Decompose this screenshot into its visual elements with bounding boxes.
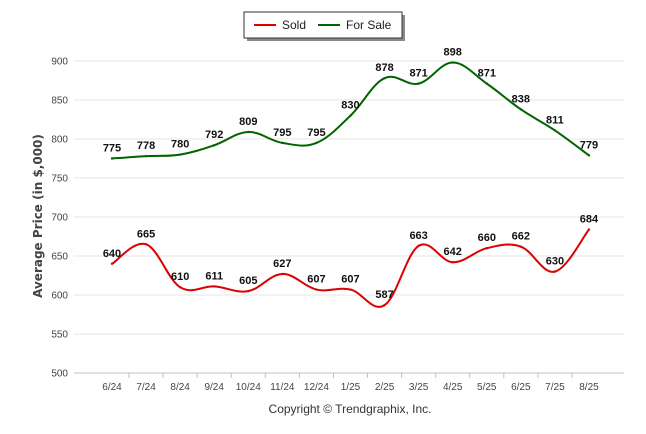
data-label-for-sale: 811 bbox=[546, 114, 564, 126]
data-point-for-sale bbox=[110, 157, 114, 160]
x-tick-label: 4/25 bbox=[443, 382, 463, 393]
data-label-sold: 665 bbox=[137, 228, 155, 240]
data-label-for-sale: 795 bbox=[273, 127, 291, 139]
x-tick-label: 8/24 bbox=[170, 382, 190, 393]
y-tick-label: 600 bbox=[51, 291, 68, 302]
data-point-sold bbox=[213, 285, 216, 288]
data-point-for-sale bbox=[519, 108, 523, 111]
data-point-for-sale bbox=[383, 76, 386, 80]
data-label-sold: 587 bbox=[375, 289, 393, 301]
data-point-for-sale bbox=[144, 154, 148, 158]
x-tick-label: 3/25 bbox=[409, 382, 429, 393]
data-point-for-sale bbox=[451, 61, 454, 64]
data-point-sold bbox=[178, 286, 182, 289]
y-tick-label: 500 bbox=[51, 369, 68, 380]
x-tick-label: 7/25 bbox=[545, 382, 565, 393]
data-point-for-sale bbox=[281, 141, 284, 145]
y-tick-label: 850 bbox=[51, 96, 68, 107]
x-tick-label: 2/25 bbox=[375, 382, 395, 393]
data-label-for-sale: 838 bbox=[512, 93, 530, 105]
data-point-for-sale bbox=[417, 82, 420, 85]
data-point-sold bbox=[485, 247, 488, 250]
data-label-layer: 640 665 610 611 605 627 607 607 587 663 642 660 662 6… bbox=[103, 47, 599, 302]
data-label-for-sale: 830 bbox=[341, 100, 359, 112]
data-label-sold: 627 bbox=[273, 258, 291, 270]
x-tick-label: 8/25 bbox=[579, 382, 599, 393]
y-axis-label: Average Price (in $,000) bbox=[31, 134, 45, 298]
y-tick-label: 800 bbox=[51, 135, 68, 146]
data-label-for-sale: 778 bbox=[137, 140, 155, 152]
data-label-sold: 605 bbox=[239, 275, 257, 287]
data-point-sold bbox=[247, 289, 250, 293]
data-point-sold bbox=[553, 270, 557, 273]
data-label-for-sale: 780 bbox=[171, 139, 189, 151]
data-point-sold bbox=[519, 245, 523, 248]
data-label-sold: 607 bbox=[341, 274, 359, 286]
y-tick-label: 650 bbox=[51, 252, 68, 263]
data-label-for-sale: 792 bbox=[205, 129, 223, 141]
y-tick-label: 550 bbox=[51, 330, 68, 341]
data-point-sold bbox=[417, 244, 420, 248]
legend-label-for-sale: For Sale bbox=[346, 18, 392, 32]
data-label-for-sale: 871 bbox=[478, 68, 496, 80]
x-tick-label: 5/25 bbox=[477, 382, 497, 393]
data-point-for-sale bbox=[587, 154, 591, 157]
data-point-sold bbox=[110, 262, 114, 265]
data-point-sold bbox=[281, 272, 284, 276]
x-tick-label: 9/24 bbox=[204, 382, 224, 393]
data-label-for-sale: 898 bbox=[444, 47, 462, 59]
data-point-sold bbox=[349, 288, 352, 291]
copyright-text: Copyright © Trendgraphix, Inc. bbox=[269, 402, 432, 416]
x-tick-label: 11/24 bbox=[270, 382, 295, 393]
data-point-sold bbox=[451, 261, 454, 264]
data-label-for-sale: 775 bbox=[103, 143, 121, 155]
y-tick-label: 700 bbox=[51, 213, 68, 224]
data-label-for-sale: 779 bbox=[580, 139, 598, 151]
x-tick-label: 6/24 bbox=[102, 382, 122, 393]
x-tick-label: 12/24 bbox=[304, 382, 329, 393]
data-label-sold: 684 bbox=[580, 213, 599, 225]
data-label-sold: 660 bbox=[478, 232, 496, 244]
legend-label-sold: Sold bbox=[282, 18, 306, 32]
x-tick-label: 1/25 bbox=[341, 382, 361, 393]
series-layer bbox=[110, 61, 591, 308]
data-point-for-sale bbox=[485, 82, 488, 85]
data-label-sold: 611 bbox=[205, 270, 223, 282]
data-label-sold: 640 bbox=[103, 248, 121, 260]
legend: Sold For Sale bbox=[243, 11, 405, 41]
data-point-sold bbox=[315, 288, 318, 291]
data-point-for-sale bbox=[315, 141, 318, 145]
data-label-for-sale: 871 bbox=[409, 68, 427, 80]
data-label-sold: 610 bbox=[171, 271, 189, 283]
axis-layer: 500 550 600 650 700 750 800 850 900 6/24 7/24 8/24 9… bbox=[51, 57, 624, 393]
data-point-sold bbox=[383, 303, 386, 307]
data-point-for-sale bbox=[349, 114, 352, 117]
data-point-for-sale bbox=[213, 144, 216, 147]
data-point-sold bbox=[587, 228, 591, 231]
data-label-for-sale: 809 bbox=[239, 116, 257, 128]
data-label-sold: 642 bbox=[444, 246, 462, 258]
data-label-for-sale: 878 bbox=[375, 62, 393, 74]
data-label-sold: 663 bbox=[409, 230, 427, 242]
y-tick-label: 900 bbox=[51, 57, 68, 68]
data-label-sold: 630 bbox=[546, 256, 564, 268]
y-tick-label: 750 bbox=[51, 174, 68, 185]
data-label-for-sale: 795 bbox=[307, 127, 325, 139]
data-point-for-sale bbox=[553, 129, 557, 132]
data-point-for-sale bbox=[247, 130, 250, 134]
x-tick-label: 7/24 bbox=[136, 382, 156, 393]
data-point-sold bbox=[144, 243, 148, 246]
data-point-for-sale bbox=[178, 153, 182, 156]
x-tick-label: 6/25 bbox=[511, 382, 531, 393]
data-label-sold: 662 bbox=[512, 231, 530, 243]
data-label-sold: 607 bbox=[307, 274, 325, 286]
grid-layer bbox=[74, 60, 624, 374]
x-tick-label: 10/24 bbox=[236, 382, 261, 393]
